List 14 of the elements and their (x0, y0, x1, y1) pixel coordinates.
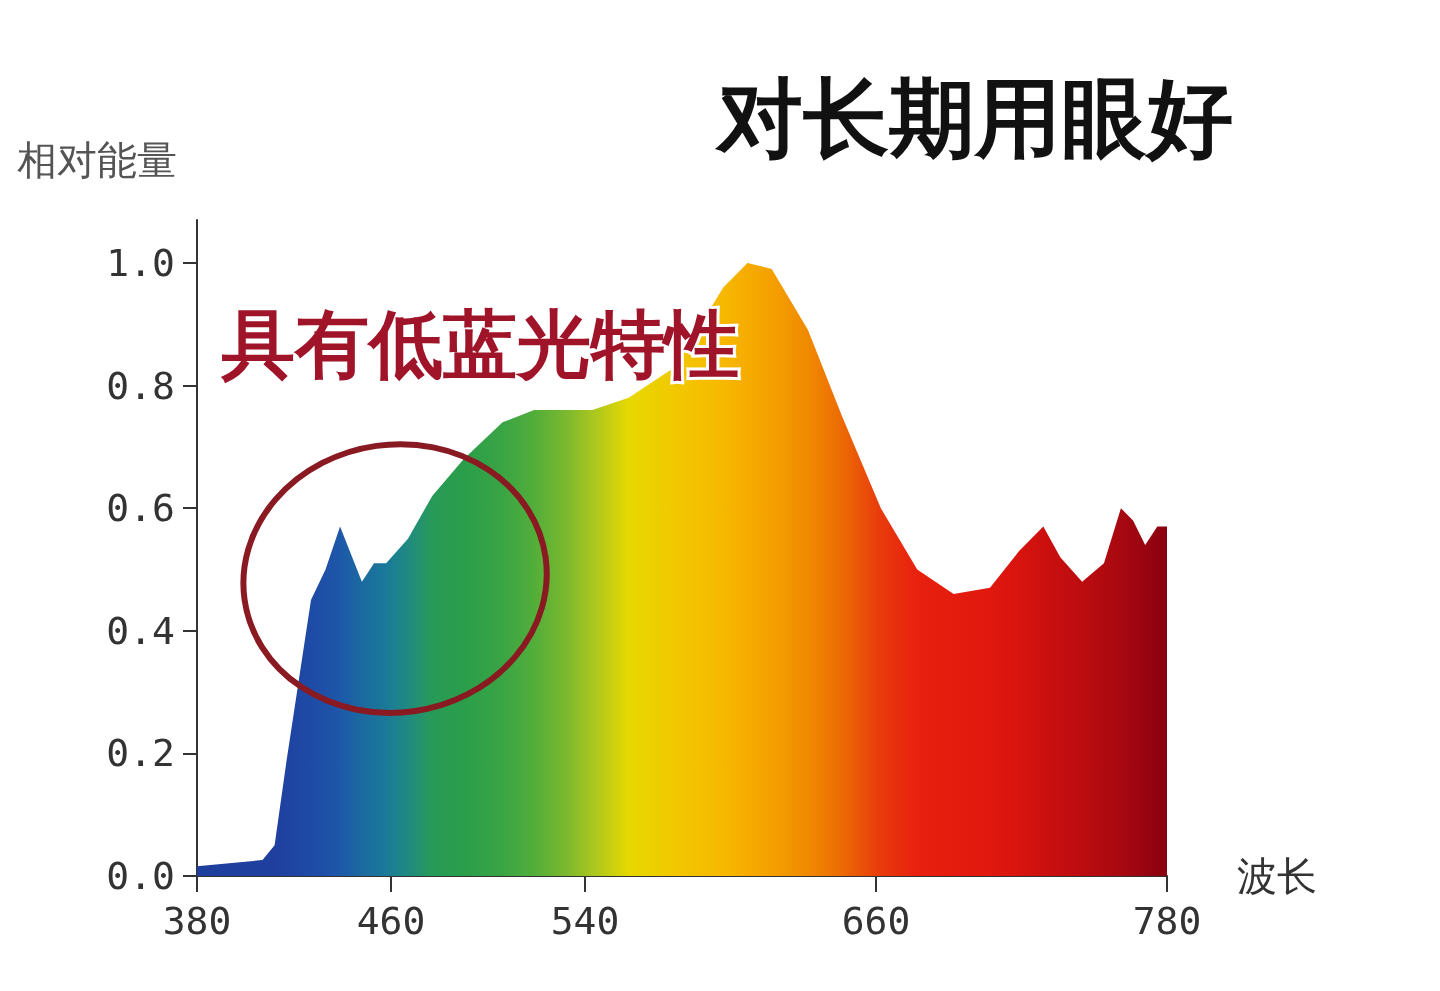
x-tick-label: 540 (550, 899, 620, 943)
y-axis-title: 相对能量 (17, 137, 177, 183)
y-tick-label: 1.0 (106, 240, 175, 285)
x-tick-label: 380 (162, 899, 232, 943)
x-tick-label: 780 (1132, 899, 1202, 943)
y-tick-label: 0.8 (106, 363, 175, 408)
y-tick-label: 0.6 (106, 486, 175, 531)
x-tick-label: 660 (841, 899, 911, 943)
x-tick-label: 460 (356, 899, 426, 943)
chart-title: 对长期用眼好 (714, 68, 1233, 168)
y-tick-label: 0.4 (106, 608, 175, 653)
x-axis-title: 波长 (1237, 853, 1317, 899)
y-tick-label: 0.0 (106, 854, 175, 898)
y-tick-label: 0.2 (106, 731, 175, 776)
